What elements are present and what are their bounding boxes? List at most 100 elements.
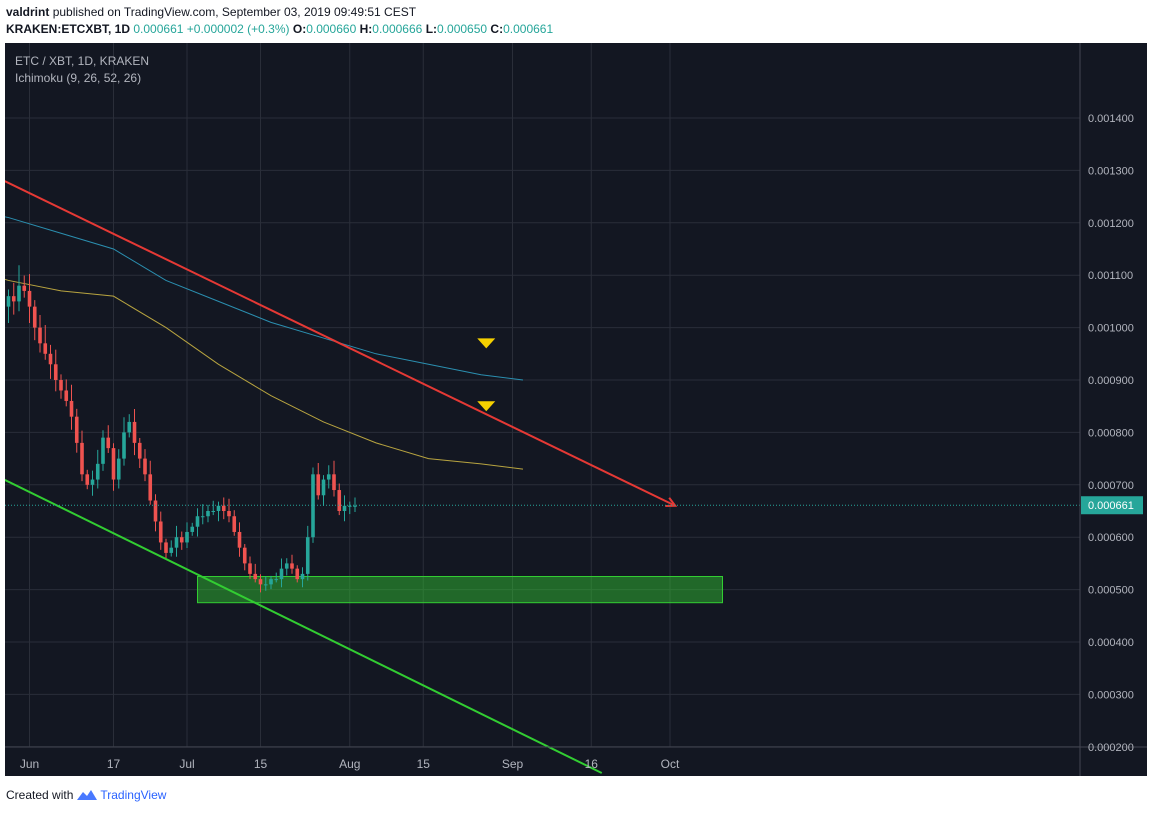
candle-body	[127, 421, 132, 433]
triangle-down-marker-icon	[477, 338, 496, 349]
candle-body	[190, 526, 195, 532]
support-zone	[197, 576, 723, 604]
markers	[477, 338, 496, 412]
high-value: 0.000666	[372, 22, 423, 36]
candle-body	[22, 285, 27, 291]
chart-panel[interactable]: 0.001400 0.001300 0.001200 0.001100 0.001000…	[0, 43, 1147, 776]
x-tick-label: 15	[254, 757, 268, 771]
candle-body	[95, 463, 100, 480]
x-tick-label: 15	[417, 757, 431, 771]
trend-lines	[0, 177, 678, 774]
candle-body	[337, 490, 342, 511]
y-tick-label: 0.000900	[1088, 375, 1134, 387]
tradingview-logo-icon	[77, 790, 98, 800]
support-zone-rect	[197, 576, 723, 604]
last-price-label: 0.000661	[1081, 496, 1143, 515]
indicator-lines	[0, 215, 524, 470]
candle-body	[326, 474, 331, 480]
ichimoku-blue-line	[0, 215, 524, 381]
y-tick-label: 0.000200	[1088, 742, 1134, 754]
candle-body	[174, 537, 179, 548]
x-tick-label: Aug	[339, 757, 360, 771]
price-axis[interactable]	[1080, 43, 1147, 776]
candle-body	[347, 505, 352, 507]
low-label: L:	[425, 22, 438, 36]
candle-body	[153, 500, 158, 522]
candle-body	[85, 474, 90, 485]
candle-body	[38, 327, 42, 344]
candle-body	[169, 547, 174, 553]
candle-body	[295, 568, 300, 580]
x-axis-labels[interactable]: 15May15Jun17Jul15Aug15Sep16Oct	[5, 757, 680, 771]
chart-title: ETC / XBT, 1D, KRAKEN	[15, 54, 149, 68]
candle-body	[179, 537, 184, 543]
y-tick-label: 0.001000	[1088, 323, 1134, 335]
publish-info: valdrint published on TradingView.com, S…	[6, 5, 416, 19]
y-tick-label: 0.000300	[1088, 689, 1134, 701]
candle-body	[232, 516, 237, 532]
candle-body	[148, 474, 153, 501]
indicator-label[interactable]: Ichimoku (9, 26, 52, 26)	[15, 71, 141, 85]
last-price: 0.000661	[133, 22, 184, 36]
last-price-badge	[1081, 496, 1143, 515]
candle-body	[27, 290, 32, 307]
candle-body	[185, 531, 189, 543]
candlestick-chart[interactable]: 0.001400 0.001300 0.001200 0.001100 0.001000…	[0, 43, 1147, 776]
candle-body	[111, 448, 116, 480]
candle-body	[248, 563, 252, 574]
candle-body	[195, 516, 200, 527]
last-price-text: 0.000661	[1088, 500, 1134, 512]
ichimoku-yellow-line	[0, 277, 524, 470]
candle-body	[59, 380, 63, 391]
close-value: 0.000661	[503, 22, 554, 36]
candle-body	[43, 343, 48, 354]
candle-body	[122, 432, 126, 459]
triangle-down-marker-icon	[477, 401, 496, 412]
candle-body	[164, 542, 168, 553]
x-tick-label: 16	[585, 757, 599, 771]
candle-body	[227, 511, 231, 517]
y-tick-label: 0.000400	[1088, 637, 1134, 649]
candle-body	[258, 579, 263, 585]
candle-body	[290, 563, 294, 569]
x-tick-label: 17	[107, 757, 121, 771]
tradingview-link[interactable]: TradingView	[76, 788, 166, 802]
candle-body	[279, 568, 284, 580]
candle-body	[53, 364, 58, 380]
resistance-trend-line	[0, 177, 676, 507]
open-value: 0.000660	[306, 22, 357, 36]
published-text: published on TradingView.com, September …	[52, 5, 417, 19]
candle-body	[221, 505, 226, 511]
candle-body	[332, 474, 336, 491]
candle-body	[80, 442, 84, 475]
low-value: 0.000650	[437, 22, 488, 36]
ohlc-legend: KRAKEN:ETCXBT, 1D 0.000661 +0.000002 (+0…	[6, 22, 553, 36]
candle-body	[284, 563, 289, 569]
candle-body	[263, 584, 268, 586]
candle-body	[6, 296, 11, 307]
candle-body	[48, 353, 53, 365]
candle-body	[237, 531, 242, 548]
candle-body	[32, 306, 37, 328]
symbol-label: KRAKEN:ETCXBT, 1D	[6, 22, 131, 36]
tradingview-brand: TradingView	[100, 788, 167, 802]
open-label: O:	[292, 22, 307, 36]
chart-background	[5, 43, 1147, 776]
candle-body	[305, 537, 310, 574]
candle-body	[353, 505, 357, 507]
candle-body	[300, 573, 305, 580]
footer: Created with TradingView	[6, 788, 166, 802]
candle-body	[211, 511, 216, 512]
candle-body	[269, 579, 273, 585]
author-name[interactable]: valdrint	[6, 5, 50, 19]
candle-body	[137, 442, 142, 459]
y-tick-label: 0.000500	[1088, 585, 1134, 597]
y-axis-labels: 0.001400 0.001300 0.001200 0.001100 0.001000…	[1088, 113, 1134, 754]
y-tick-label: 0.000700	[1088, 480, 1134, 492]
candle-body	[106, 437, 111, 449]
arrow-head-icon	[665, 497, 678, 507]
candle-body	[253, 573, 258, 580]
candle-body	[200, 516, 205, 518]
candle-body	[316, 474, 321, 496]
y-tick-label: 0.001400	[1088, 113, 1134, 125]
